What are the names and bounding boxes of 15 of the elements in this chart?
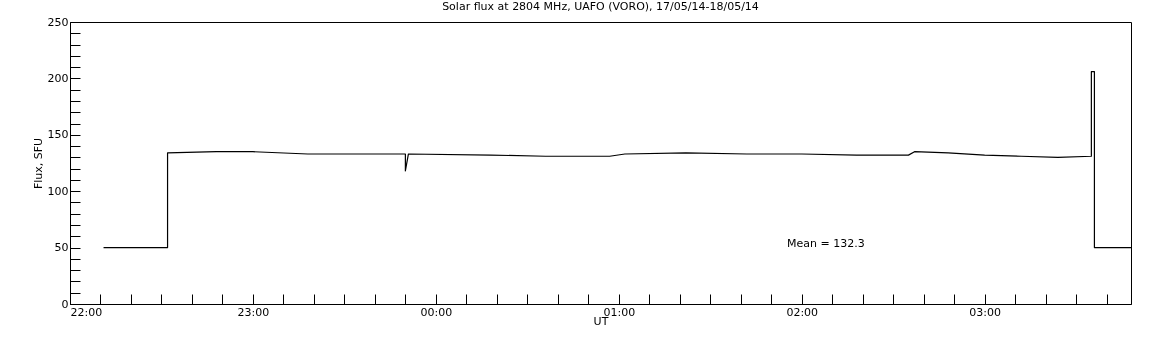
y-tick-label: 250 xyxy=(47,15,69,29)
y-tick-label: 50 xyxy=(54,241,69,255)
x-tick-label: 23:00 xyxy=(237,305,270,319)
y-tick-label: 0 xyxy=(61,297,69,311)
y-tick-label: 150 xyxy=(47,128,69,142)
y-tick-label: 200 xyxy=(47,71,69,85)
annotation: Mean = 132.3 xyxy=(787,237,865,250)
x-tick-label: 02:00 xyxy=(786,305,819,319)
x-axis-title: UT xyxy=(593,314,609,328)
x-tick-label: 03:00 xyxy=(969,305,1002,319)
x-tick-label: 00:00 xyxy=(420,305,453,319)
chart-title: Solar flux at 2804 MHz, UAFO (VORO), 17/05/14-18/05/14 xyxy=(442,0,759,13)
y-tick-label: 100 xyxy=(47,184,69,198)
x-tick-label: 22:00 xyxy=(70,305,103,319)
y-axis-title: Flux, SFU xyxy=(31,137,45,190)
